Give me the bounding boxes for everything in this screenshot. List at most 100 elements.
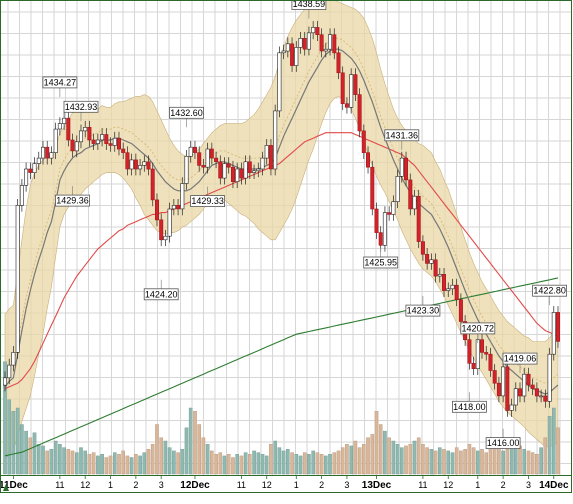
candle-body — [150, 168, 155, 201]
candle-body — [315, 27, 320, 35]
volume-bar — [197, 424, 202, 475]
ma-short-line — [4, 48, 559, 395]
volume-bar — [222, 455, 227, 475]
candle-body — [458, 299, 463, 322]
volume-bar — [273, 440, 278, 475]
candle-body — [353, 74, 358, 95]
volume-bar — [324, 455, 328, 475]
candle-body — [15, 205, 20, 353]
candle-body — [547, 353, 552, 402]
x-tick-label: 12 — [262, 480, 272, 490]
volume-bar — [24, 430, 28, 475]
candle-body — [256, 168, 261, 172]
x-tick-label: 12 — [80, 480, 90, 490]
candle-body — [155, 199, 160, 221]
annotation-box — [502, 352, 538, 365]
candle-body — [247, 161, 252, 174]
candle-body — [332, 34, 337, 54]
candle-body — [555, 312, 560, 342]
volume-bar — [15, 407, 20, 475]
candle-body — [95, 139, 100, 144]
candle-body — [484, 352, 489, 355]
annotation-box — [143, 288, 179, 301]
volume-bar — [547, 416, 552, 475]
axis-corner-icon — [3, 484, 9, 491]
candle-body — [285, 43, 290, 52]
candle-body — [49, 152, 54, 159]
volume-bar — [345, 444, 349, 475]
annotation-box — [451, 400, 487, 413]
candle-body — [74, 141, 79, 152]
candle-body — [24, 168, 29, 186]
volume-bar — [277, 447, 282, 475]
volume-bar — [7, 399, 11, 475]
candle-body — [163, 235, 168, 241]
volume-bar — [121, 450, 125, 475]
volume-bar — [395, 444, 400, 475]
candle-body — [273, 110, 278, 170]
candle-body — [104, 134, 109, 144]
candle-body — [488, 353, 493, 371]
volume-bar — [488, 445, 493, 475]
candle-body — [551, 312, 556, 355]
volume-bars — [3, 361, 560, 475]
candle-body — [539, 395, 544, 398]
candle-body — [57, 123, 62, 130]
annotation-box — [42, 76, 78, 89]
x-tick-label: 3 — [159, 480, 164, 490]
annotation-label: 1425.95 — [364, 258, 397, 268]
volume-bar — [518, 445, 522, 475]
volume-bar — [467, 444, 472, 475]
volume-bar — [96, 455, 100, 475]
volume-bar — [11, 411, 16, 475]
volume-bar — [484, 452, 489, 475]
candle-body — [509, 404, 514, 411]
volume-bar — [391, 440, 396, 475]
volume-bar — [74, 452, 79, 475]
annotation-box — [190, 195, 226, 208]
candle-body — [357, 94, 362, 132]
volume-bar — [412, 440, 417, 475]
candle-body — [294, 47, 299, 66]
candle-body — [7, 364, 12, 379]
volume-bar — [100, 454, 104, 475]
candle-body — [167, 208, 172, 237]
volume-bar — [328, 454, 332, 475]
volume-bar — [247, 454, 252, 475]
annotation-box — [363, 256, 399, 269]
volume-bar — [315, 452, 320, 475]
candle-body — [479, 339, 484, 353]
candle-body — [100, 134, 105, 141]
candle-body — [306, 32, 311, 50]
x-tick-label: 3 — [344, 480, 349, 490]
volume-bar — [188, 407, 193, 475]
candle-body — [475, 339, 480, 370]
volume-bar — [387, 437, 391, 475]
annotation-box — [169, 106, 204, 119]
volume-bar — [260, 454, 265, 475]
volume-bar — [438, 447, 442, 475]
volume-bar — [349, 445, 354, 475]
candle-body — [138, 165, 143, 170]
volume-bar — [281, 450, 286, 475]
volume-bar — [539, 447, 543, 475]
candle-body — [344, 103, 349, 108]
candle-body — [429, 259, 434, 264]
candle-body — [36, 157, 41, 164]
candle-body — [209, 148, 214, 159]
candle-body — [408, 179, 413, 210]
volume-bar — [231, 457, 235, 475]
volume-bar — [501, 450, 505, 475]
volume-bar — [184, 427, 189, 475]
volume-bar — [492, 447, 497, 475]
candle-body — [201, 165, 206, 168]
x-tick-label: 13Dec — [362, 480, 392, 491]
candle-body — [235, 168, 240, 182]
annotation-box — [384, 129, 420, 142]
candle-body — [387, 212, 392, 215]
volume-bar — [129, 457, 134, 475]
candle-body — [19, 185, 24, 206]
candle-body — [501, 366, 506, 397]
volume-bar — [205, 444, 210, 475]
candle-body — [117, 137, 122, 150]
